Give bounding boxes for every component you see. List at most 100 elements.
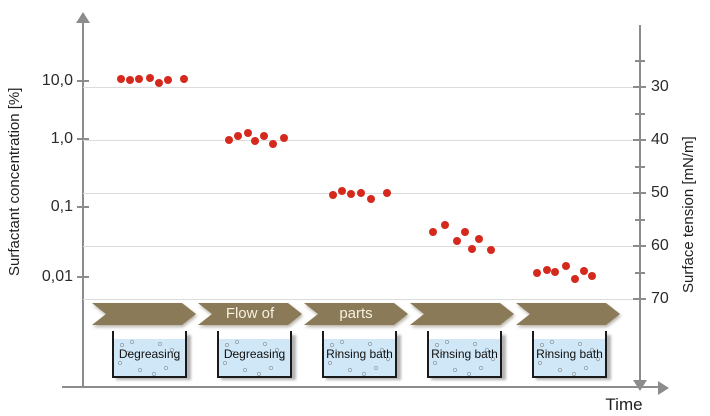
data-point	[461, 227, 469, 236]
data-point	[429, 227, 437, 236]
data-point	[280, 134, 288, 143]
data-point	[543, 265, 551, 274]
right-axis-line	[639, 25, 641, 382]
bubble-icon	[550, 340, 554, 344]
data-point	[468, 245, 476, 254]
bubble-icon	[558, 368, 562, 372]
data-point	[338, 186, 346, 195]
bubble-icon	[433, 361, 437, 365]
flow-arrow-3: parts	[304, 303, 408, 325]
bath-label: Rinsing bath	[536, 347, 603, 361]
data-point	[551, 267, 559, 276]
right-axis-arrowhead-icon	[633, 380, 647, 391]
right-axis-minor-tick	[635, 218, 645, 221]
bubble-icon	[584, 366, 588, 370]
data-point	[367, 195, 375, 204]
tank-wall	[217, 331, 219, 378]
bubble-icon	[546, 351, 550, 355]
right-axis-tick	[633, 139, 646, 141]
flow-arrow-1	[92, 303, 196, 325]
bubble-icon	[257, 372, 261, 376]
bubble-icon	[223, 361, 227, 365]
data-point	[260, 132, 268, 141]
tank-wall	[185, 331, 187, 378]
tank-wall	[532, 331, 534, 378]
right-tick-label: 70	[651, 290, 669, 307]
gridline	[83, 298, 640, 300]
data-point	[251, 136, 259, 145]
right-axis-minor-tick	[635, 165, 645, 168]
bubble-icon	[164, 366, 168, 370]
right-tick-label: 30	[651, 78, 669, 95]
tank-wall	[322, 331, 324, 378]
right-axis-tick	[633, 192, 646, 194]
bubble-icon	[120, 343, 124, 347]
right-tick-label: 60	[651, 237, 669, 254]
data-point	[164, 76, 172, 84]
water-fill	[429, 339, 500, 376]
data-point	[487, 246, 495, 255]
tank-wall	[395, 331, 397, 378]
left-axis-tick	[77, 138, 89, 140]
water-fill	[219, 339, 290, 376]
bubble-icon	[170, 348, 174, 352]
bubble-icon	[578, 342, 582, 346]
bath-tank-rinsing-1: Rinsing bath	[322, 331, 397, 378]
bubble-icon	[225, 343, 229, 347]
bubble-icon	[235, 340, 239, 344]
data-point	[126, 76, 134, 84]
bubble-icon	[445, 340, 449, 344]
bubble-icon	[453, 368, 457, 372]
tank-wall	[322, 376, 397, 378]
gridline	[83, 139, 640, 141]
flow-arrow-4	[410, 303, 514, 325]
left-axis-line	[82, 20, 84, 388]
tank-wall	[427, 331, 429, 378]
data-point	[571, 274, 579, 283]
left-axis-tick	[77, 80, 89, 82]
left-tick-label: 0,01	[41, 268, 73, 285]
data-point	[155, 79, 163, 88]
left-axis-arrowhead-icon	[76, 12, 90, 23]
water-fill	[114, 339, 185, 376]
left-tick-label: 10,0	[41, 72, 73, 89]
bubble-icon	[596, 357, 600, 361]
bubble-icon	[330, 343, 334, 347]
bubble-icon	[435, 343, 439, 347]
bubble-icon	[572, 372, 576, 376]
right-axis-tick	[633, 245, 646, 247]
bubble-icon	[479, 366, 483, 370]
x-axis-arrowhead-icon	[658, 381, 669, 395]
bubble-icon	[328, 361, 332, 365]
tank-wall	[217, 376, 292, 378]
tank-wall	[605, 331, 607, 378]
bubble-icon	[130, 340, 134, 344]
right-axis-minor-tick	[635, 59, 645, 62]
data-point	[580, 266, 588, 275]
right-axis-tick	[633, 298, 646, 300]
bubble-icon	[281, 357, 285, 361]
data-point	[244, 128, 252, 137]
bubble-icon	[243, 368, 247, 372]
left-tick-label: 0,1	[50, 198, 73, 215]
tank-wall	[500, 331, 502, 378]
bubble-icon	[336, 351, 340, 355]
data-point	[269, 140, 277, 149]
bubble-icon	[269, 366, 273, 370]
bath-label: Rinsing bath	[326, 347, 393, 361]
data-point	[453, 236, 461, 245]
data-point	[225, 135, 233, 144]
tank-wall	[112, 376, 187, 378]
bath-label: Degreasing	[118, 347, 181, 361]
right-axis-minor-tick	[635, 112, 645, 115]
data-point	[180, 75, 188, 84]
data-point	[135, 75, 143, 84]
bubble-icon	[340, 340, 344, 344]
left-axis-tick	[77, 206, 89, 208]
data-point	[562, 261, 570, 270]
bubble-icon	[152, 372, 156, 376]
right-axis-tick	[633, 86, 646, 88]
bubble-icon	[441, 351, 445, 355]
bubble-icon	[491, 357, 495, 361]
